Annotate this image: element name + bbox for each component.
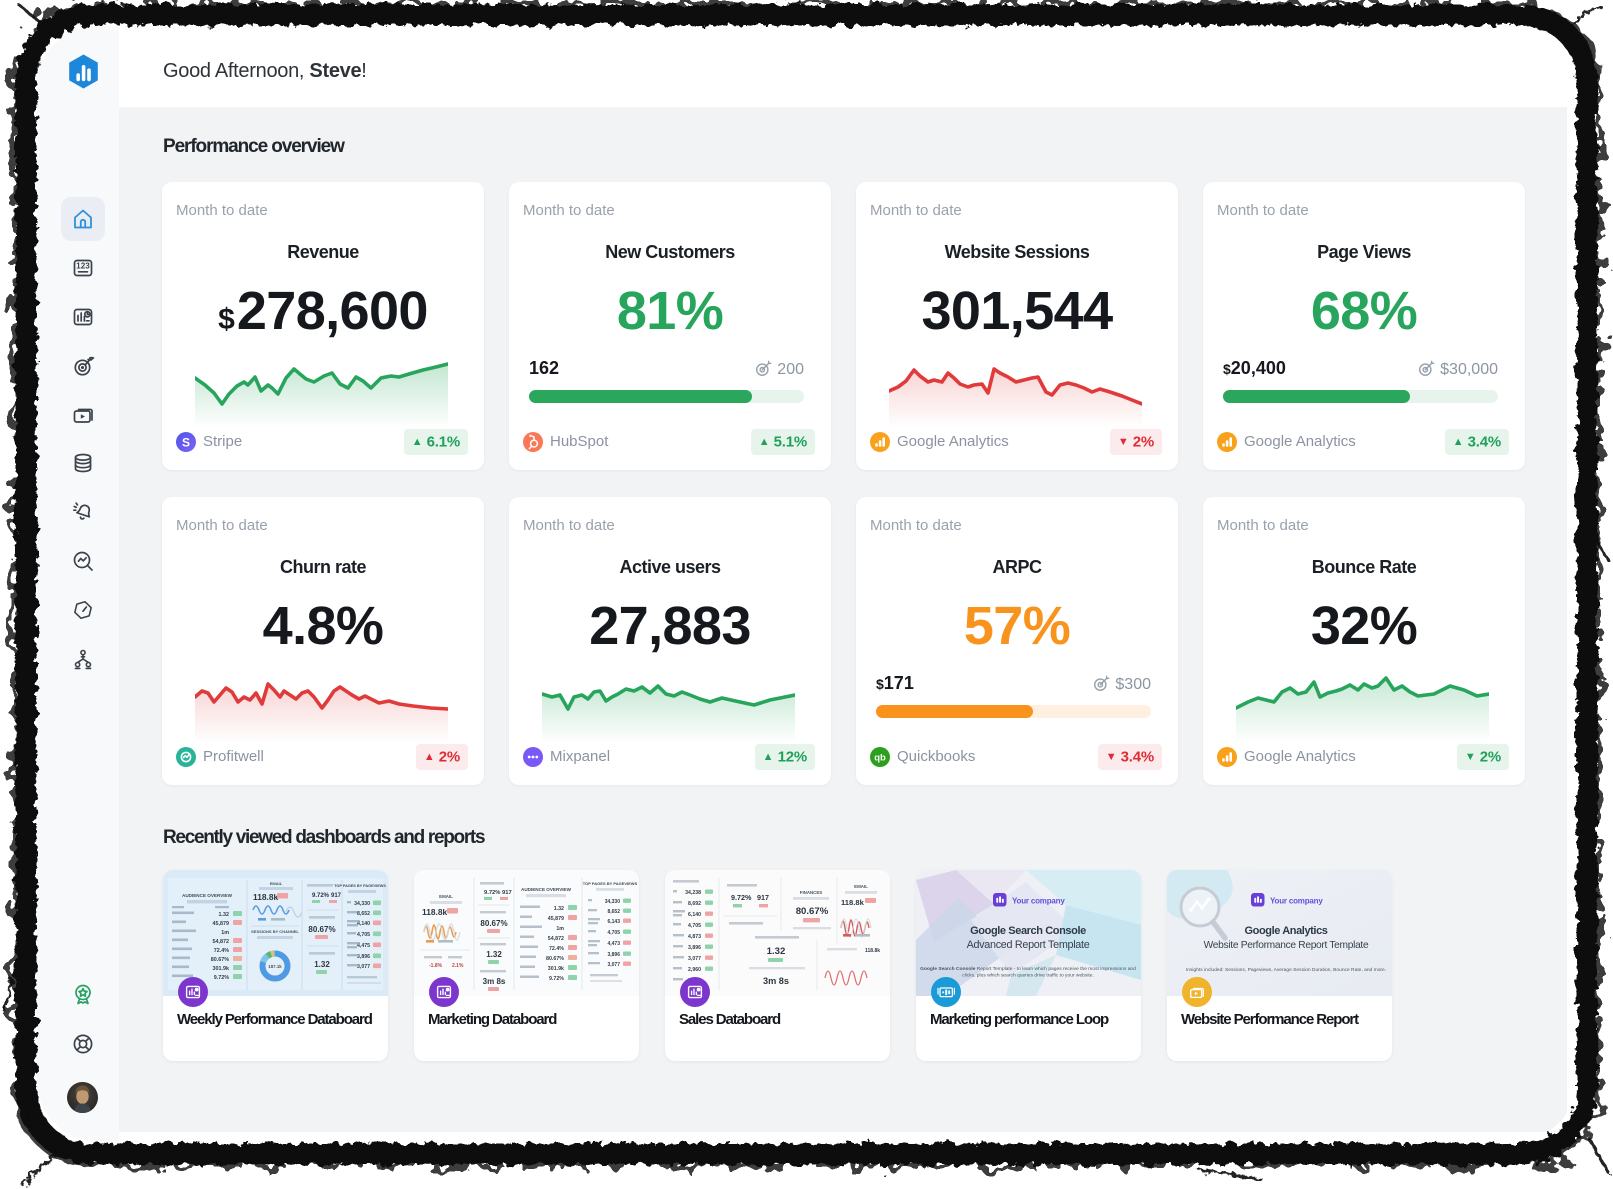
svg-text:Google Search Console Report T: Google Search Console Report Template - … — [920, 966, 1136, 972]
svg-text:118.8k: 118.8k — [253, 892, 278, 902]
svg-text:1.32: 1.32 — [486, 950, 502, 959]
svg-text:4,705: 4,705 — [357, 932, 370, 938]
svg-text:3m 8s: 3m 8s — [483, 977, 506, 986]
svg-text:S: S — [182, 435, 190, 449]
svg-text:4,873: 4,873 — [688, 934, 701, 940]
svg-text:1.32: 1.32 — [314, 960, 330, 969]
svg-text:TOP PAGES BY PAGEVIEWS: TOP PAGES BY PAGEVIEWS — [334, 884, 386, 888]
svg-text:9.72%: 9.72% — [214, 975, 229, 981]
svg-text:4,705: 4,705 — [688, 923, 701, 929]
svg-text:FINANCES: FINANCES — [800, 890, 823, 895]
svg-text:8,692: 8,692 — [688, 901, 701, 907]
svg-text:9.72%: 9.72% — [484, 890, 500, 896]
svg-text:34,330: 34,330 — [354, 901, 370, 907]
svg-text:AUDIENCE OVERVIEW: AUDIENCE OVERVIEW — [521, 887, 572, 892]
svg-text:3,896: 3,896 — [607, 952, 620, 958]
svg-text:80.67%: 80.67% — [308, 925, 335, 934]
svg-text:301.9k: 301.9k — [213, 966, 230, 972]
svg-text:1.32: 1.32 — [767, 946, 786, 957]
svg-text:9.72%: 9.72% — [731, 893, 752, 902]
svg-text:clicks, plus which search quer: clicks, plus which search queries drive … — [962, 973, 1094, 979]
svg-text:Website Performance Report Tem: Website Performance Report Template — [1204, 940, 1369, 951]
svg-text:Insights included: Sessions, P: Insights included: Sessions, Pageviews, … — [1186, 967, 1386, 973]
svg-text:4,705: 4,705 — [607, 930, 620, 936]
svg-text:118.8k: 118.8k — [422, 907, 447, 917]
svg-text:118.8k: 118.8k — [841, 898, 865, 907]
svg-text:-1.8%: -1.8% — [429, 963, 443, 969]
svg-text:TOP PAGES BY PAGEVIEWS: TOP PAGES BY PAGEVIEWS — [583, 881, 638, 886]
svg-text:Google Search Console: Google Search Console — [970, 925, 1086, 937]
svg-text:54,872: 54,872 — [548, 936, 564, 942]
svg-text:EMAIL: EMAIL — [270, 881, 283, 886]
svg-text:8,652: 8,652 — [607, 909, 620, 915]
svg-text:1.32: 1.32 — [219, 912, 230, 918]
svg-text:qb: qb — [874, 753, 886, 764]
svg-text:6,140: 6,140 — [688, 912, 701, 918]
svg-text:Your company: Your company — [1012, 897, 1065, 906]
svg-text:72.4%: 72.4% — [214, 948, 229, 954]
svg-text:34,330: 34,330 — [605, 899, 621, 905]
svg-text:4,473: 4,473 — [607, 941, 620, 947]
svg-text:45,879: 45,879 — [213, 921, 230, 927]
svg-text:45,879: 45,879 — [548, 916, 564, 922]
svg-text:2.1%: 2.1% — [452, 963, 464, 969]
svg-text:80.67%: 80.67% — [211, 957, 229, 963]
svg-text:Advanced Report Template: Advanced Report Template — [967, 939, 1090, 951]
svg-text:1.32: 1.32 — [554, 906, 564, 912]
svg-text:72.4%: 72.4% — [549, 946, 564, 952]
svg-text:118.8k: 118.8k — [865, 948, 880, 954]
svg-text:3,077: 3,077 — [607, 962, 620, 968]
svg-text:1m: 1m — [221, 930, 229, 936]
svg-text:917: 917 — [502, 890, 512, 896]
svg-text:3,896: 3,896 — [688, 945, 701, 951]
svg-text:EMAIL: EMAIL — [854, 884, 868, 889]
svg-text:80.67%: 80.67% — [796, 906, 829, 917]
svg-text:9.72%: 9.72% — [312, 893, 330, 899]
svg-text:6,143: 6,143 — [607, 919, 620, 925]
svg-text:54,872: 54,872 — [213, 939, 230, 945]
svg-text:AUDIENCE OVERVIEW: AUDIENCE OVERVIEW — [182, 893, 233, 898]
svg-text:301.9k: 301.9k — [548, 966, 564, 972]
svg-text:187.1k: 187.1k — [268, 964, 282, 969]
svg-text:SESSIONS BY CHANNEL: SESSIONS BY CHANNEL — [251, 929, 299, 934]
svg-text:3,077: 3,077 — [688, 956, 701, 962]
svg-text:917: 917 — [757, 893, 769, 902]
svg-text:917: 917 — [331, 893, 342, 899]
svg-text:123: 123 — [76, 262, 90, 271]
svg-text:Your company: Your company — [1270, 897, 1323, 906]
svg-text:Google Analytics: Google Analytics — [1244, 925, 1327, 937]
svg-text:9.72%: 9.72% — [549, 976, 564, 982]
svg-text:8,652: 8,652 — [357, 911, 370, 917]
svg-text:80.67%: 80.67% — [480, 919, 507, 928]
svg-text:1m: 1m — [556, 926, 564, 932]
svg-text:3m 8s: 3m 8s — [763, 976, 789, 986]
svg-text:2,960: 2,960 — [688, 967, 701, 973]
svg-text:34,238: 34,238 — [685, 890, 701, 896]
svg-text:EMAIL: EMAIL — [439, 894, 453, 899]
svg-text:80.67%: 80.67% — [546, 956, 564, 962]
